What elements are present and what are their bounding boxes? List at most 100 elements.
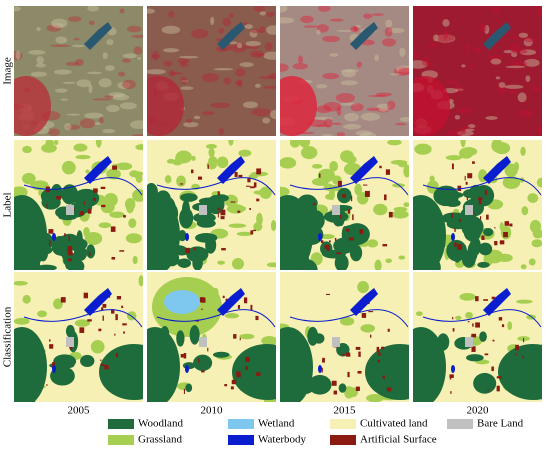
legend-label: Grassland xyxy=(138,434,182,446)
grass xyxy=(98,222,112,229)
grass xyxy=(465,311,473,319)
texture xyxy=(355,130,372,136)
grass xyxy=(135,144,143,151)
texture xyxy=(245,40,261,47)
grass xyxy=(374,259,382,270)
texture xyxy=(393,66,409,77)
artificial xyxy=(346,352,351,357)
texture xyxy=(478,22,487,33)
artificial xyxy=(359,229,364,234)
texture xyxy=(442,19,450,27)
texture xyxy=(498,82,506,88)
texture xyxy=(497,85,507,94)
river xyxy=(23,177,143,196)
texture xyxy=(244,24,253,29)
texture xyxy=(259,76,276,80)
texture xyxy=(366,107,382,112)
artificial xyxy=(92,197,96,201)
bare xyxy=(199,337,207,347)
texture xyxy=(426,62,434,66)
texture xyxy=(344,112,359,122)
artificial xyxy=(467,321,470,323)
artificial xyxy=(457,243,463,250)
artificial xyxy=(487,389,489,391)
texture xyxy=(537,130,542,134)
panel xyxy=(280,6,409,136)
legend-label: Cultivated land xyxy=(360,418,428,430)
texture xyxy=(340,102,359,106)
grass xyxy=(164,175,172,184)
wood xyxy=(53,354,77,369)
texture xyxy=(137,57,142,60)
artificial xyxy=(355,386,360,391)
texture xyxy=(484,24,490,35)
artificial xyxy=(239,337,241,341)
texture xyxy=(210,16,215,26)
grass xyxy=(520,146,526,157)
texture xyxy=(300,15,314,24)
texture xyxy=(106,39,114,46)
texture xyxy=(457,130,474,136)
grass xyxy=(328,187,335,201)
artificial xyxy=(378,352,381,356)
artificial xyxy=(385,169,391,175)
artificial xyxy=(346,228,350,232)
texture xyxy=(201,111,215,116)
artificial xyxy=(207,164,209,169)
artificial xyxy=(253,182,257,188)
texture xyxy=(443,80,458,84)
grass xyxy=(261,336,276,346)
wood xyxy=(433,185,460,207)
grass xyxy=(73,143,88,152)
grass xyxy=(109,211,125,219)
wood xyxy=(35,264,57,270)
artificial xyxy=(220,209,226,216)
texture xyxy=(147,8,155,14)
grass xyxy=(317,168,336,183)
water xyxy=(451,365,455,373)
water xyxy=(84,288,112,316)
grass xyxy=(320,233,335,240)
panel xyxy=(14,140,143,270)
texture xyxy=(64,122,72,131)
artificial xyxy=(381,346,385,350)
artificial xyxy=(472,161,475,164)
artificial xyxy=(458,219,462,222)
grass xyxy=(236,231,254,236)
artificial xyxy=(179,183,184,185)
texture xyxy=(168,10,175,18)
artificial xyxy=(252,229,256,232)
grass xyxy=(493,142,511,155)
texture xyxy=(133,46,143,55)
wood xyxy=(413,327,446,402)
texture xyxy=(163,60,173,67)
artificial xyxy=(347,371,350,378)
artificial xyxy=(384,194,387,201)
texture xyxy=(236,42,243,49)
texture xyxy=(536,7,542,16)
grass xyxy=(329,161,339,172)
wood xyxy=(212,351,230,358)
artificial xyxy=(123,331,125,334)
artificial xyxy=(454,242,457,247)
texture xyxy=(378,107,389,112)
grass xyxy=(496,253,513,263)
texture xyxy=(340,69,359,73)
wood xyxy=(477,261,490,268)
bare xyxy=(465,205,473,215)
grass xyxy=(366,239,379,248)
artificial xyxy=(492,339,495,342)
artificial xyxy=(245,356,250,362)
grass xyxy=(95,140,102,148)
texture xyxy=(180,86,194,90)
grass xyxy=(175,153,191,163)
grass xyxy=(238,149,252,157)
artificial xyxy=(452,328,455,332)
column-label: 2020 xyxy=(467,405,490,417)
grass xyxy=(398,255,406,260)
artificial xyxy=(224,384,228,387)
artificial xyxy=(121,305,124,309)
texture xyxy=(249,50,265,58)
texture xyxy=(303,25,319,28)
texture xyxy=(93,122,103,125)
